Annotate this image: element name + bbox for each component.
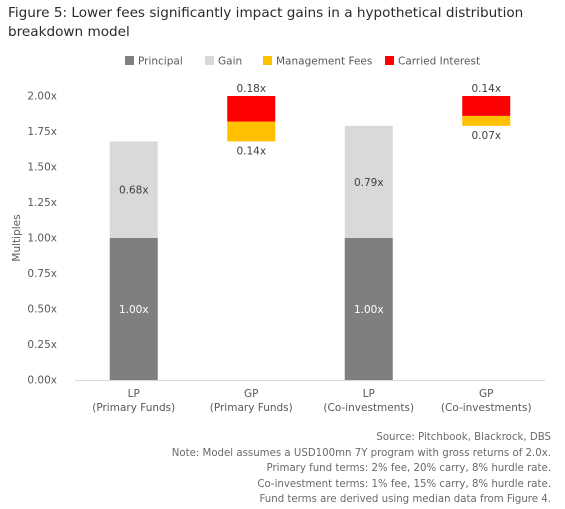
bar-carried-interest	[462, 96, 511, 116]
legend-swatch	[263, 56, 272, 65]
y-tick-label: 1.50x	[27, 162, 57, 174]
x-tick-label: (Primary Funds)	[210, 402, 293, 414]
data-label: 1.00x	[354, 304, 384, 316]
bar-principal	[109, 238, 158, 380]
data-label: 0.14x	[236, 145, 266, 157]
legend-swatch	[125, 56, 134, 65]
legend-label: Principal	[138, 56, 183, 68]
coinvest-terms-note: Co-investment terms: 1% fee, 15% carry, …	[257, 478, 551, 490]
y-tick-label: 1.75x	[27, 126, 57, 138]
y-tick-label: 2.00x	[27, 91, 57, 103]
data-label: 0.07x	[471, 130, 501, 142]
bar-management-fees	[462, 115, 511, 126]
legend-label: Gain	[218, 56, 242, 68]
bar-gain	[344, 125, 393, 238]
y-tick-label: 0.25x	[27, 339, 57, 351]
x-tick-label: GP	[479, 388, 493, 400]
legend-swatch	[385, 56, 394, 65]
primary-terms-note: Primary fund terms: 2% fee, 20% carry, 8…	[266, 463, 551, 475]
bar-carried-interest	[227, 96, 276, 122]
x-tick-label: LP	[363, 388, 375, 400]
data-label: 0.68x	[119, 185, 149, 197]
stacked-bar-chart: Principal Gain Management Fees Carried Inte…	[11, 56, 545, 414]
data-label: 0.79x	[354, 177, 384, 189]
fund-terms-note: Fund terms are derived using median data…	[259, 494, 551, 506]
x-tick-label: LP	[128, 388, 140, 400]
x-tick-label: (Co-investments)	[441, 402, 532, 414]
x-tick-label: (Primary Funds)	[92, 402, 175, 414]
bar-gain	[109, 141, 158, 238]
x-tick-label: GP	[244, 388, 258, 400]
x-tick-label: (Co-investments)	[323, 402, 414, 414]
source-note: Source: Pitchbook, Blackrock, DBS	[376, 432, 551, 443]
y-tick-label: 0.50x	[27, 304, 57, 316]
data-label: 1.00x	[119, 304, 149, 316]
legend-label: Carried Interest	[398, 56, 480, 68]
y-axis-title: Multiples	[11, 214, 23, 261]
legend-label: Management Fees	[276, 56, 372, 68]
model-note: Note: Model assumes a USD100mn 7Y progra…	[171, 447, 551, 459]
data-label: 0.18x	[236, 83, 266, 95]
y-tick-label: 0.75x	[27, 268, 57, 280]
y-tick-label: 1.00x	[27, 233, 57, 245]
y-tick-label: 1.25x	[27, 197, 57, 209]
chart-title: Figure 5: Lower fees significantly impac…	[8, 5, 524, 40]
chart-notes: Source: Pitchbook, Blackrock, DBS Note: …	[111, 430, 551, 508]
bar-principal	[344, 238, 393, 380]
bar-management-fees	[227, 121, 276, 142]
y-tick-label: 0.00x	[27, 375, 57, 387]
data-label: 0.14x	[471, 83, 501, 95]
legend-swatch	[205, 56, 214, 65]
